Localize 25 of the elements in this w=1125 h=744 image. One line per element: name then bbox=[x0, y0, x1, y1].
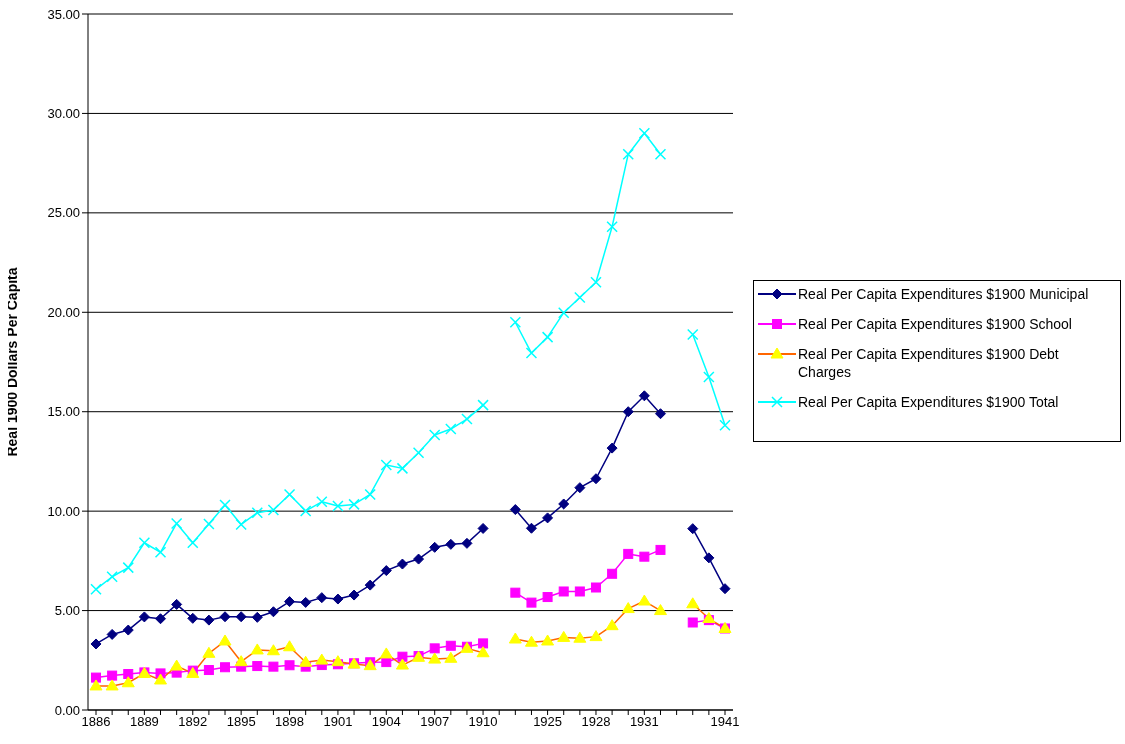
legend-label: Real Per Capita Expenditures $1900 Total bbox=[798, 393, 1059, 411]
x-tick-label: 1895 bbox=[226, 714, 256, 730]
x-tick-label: 1889 bbox=[129, 714, 159, 730]
x-tick-label: 1941 bbox=[710, 714, 740, 730]
y-tick-label: 0.00 bbox=[54, 702, 80, 718]
x-tick-label: 1886 bbox=[81, 714, 111, 730]
x-tick-label: 1907 bbox=[420, 714, 450, 730]
legend-label: Real Per Capita Expenditures $1900 School bbox=[798, 315, 1072, 333]
y-tick-label: 15.00 bbox=[47, 404, 80, 420]
y-tick-label: 25.00 bbox=[47, 205, 80, 221]
y-tick-label: 10.00 bbox=[47, 503, 80, 519]
legend-label: Real Per Capita Expenditures $1900 Debt Charges bbox=[798, 345, 1060, 381]
x-tick-label: 1925 bbox=[533, 714, 563, 730]
y-tick-label: 5.00 bbox=[54, 603, 80, 619]
legend-label: Real Per Capita Expenditures $1900 Municipal bbox=[798, 285, 1089, 303]
x-tick-label: 1931 bbox=[629, 714, 659, 730]
y-tick-label: 35.00 bbox=[47, 6, 80, 22]
x-tick-label: 1892 bbox=[178, 714, 208, 730]
x-tick-label: 1898 bbox=[275, 714, 304, 730]
x-tick-label: 1904 bbox=[371, 714, 401, 730]
x-tick-label: 1910 bbox=[468, 714, 498, 730]
y-tick-label: 30.00 bbox=[47, 106, 80, 122]
x-tick-label: 1901 bbox=[323, 714, 353, 730]
y-tick-label: 20.00 bbox=[47, 304, 80, 320]
x-tick-label: 1928 bbox=[581, 714, 611, 730]
